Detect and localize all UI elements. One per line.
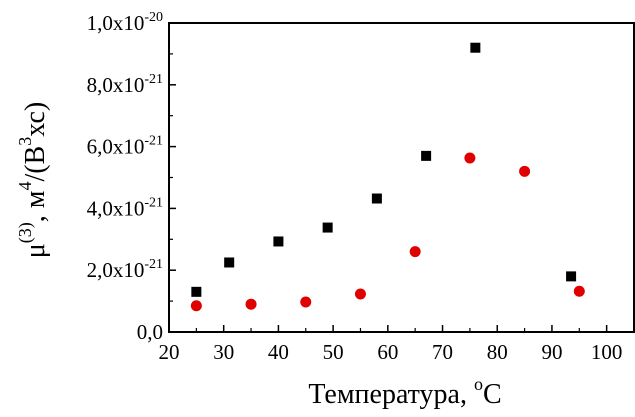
x-tick-label: 40: [268, 340, 289, 364]
series-2-point: [573, 285, 585, 297]
series-1-point: [371, 193, 382, 204]
y-tick-label: 4,0x10-21: [87, 195, 163, 220]
series-2-point: [245, 298, 257, 310]
series-1-point: [191, 286, 202, 297]
series-2-point: [354, 288, 366, 300]
x-tick-label: 20: [159, 340, 180, 364]
plot-frame: [168, 22, 635, 333]
series-1-point: [421, 150, 432, 161]
series-1-point: [566, 271, 577, 282]
x-axis-title: Температура, oC: [308, 374, 501, 410]
series-2-point: [519, 165, 531, 177]
series-2-point: [464, 152, 476, 164]
x-tick-label: 50: [323, 340, 344, 364]
series-1-point: [470, 42, 481, 53]
series-1-point: [322, 222, 333, 233]
x-tick-label: 70: [432, 340, 453, 364]
series-2-point: [190, 300, 202, 312]
y-tick-label: 1,0x10-20: [87, 10, 163, 35]
x-tick-label: 90: [541, 340, 562, 364]
series-2-point: [409, 246, 421, 258]
x-tick-label: 100: [591, 340, 623, 364]
y-tick-label: 8,0x10-21: [87, 72, 163, 97]
y-tick-label: 6,0x10-21: [87, 134, 163, 159]
x-axis-ticks: 20 30 40 50 60 70 80 90 100: [159, 325, 623, 364]
data-points: [190, 42, 585, 312]
y-tick-label: 0,0: [137, 320, 163, 344]
series-1-point: [273, 236, 284, 247]
x-tick-label: 60: [377, 340, 398, 364]
y-axis-title: μ(3), м4/(В3хс): [15, 102, 51, 258]
series-1-point: [224, 257, 235, 268]
y-axis-ticks: 0,0 2,0x10-21 4,0x10-21 6,0x10-21 8,0x10-21 1…: [87, 10, 176, 344]
y-tick-label: 2,0x10-21: [87, 257, 163, 282]
x-tick-label: 80: [487, 340, 508, 364]
plot-border: [168, 22, 635, 333]
x-tick-label: 30: [213, 340, 234, 364]
series-2-point: [300, 296, 312, 308]
